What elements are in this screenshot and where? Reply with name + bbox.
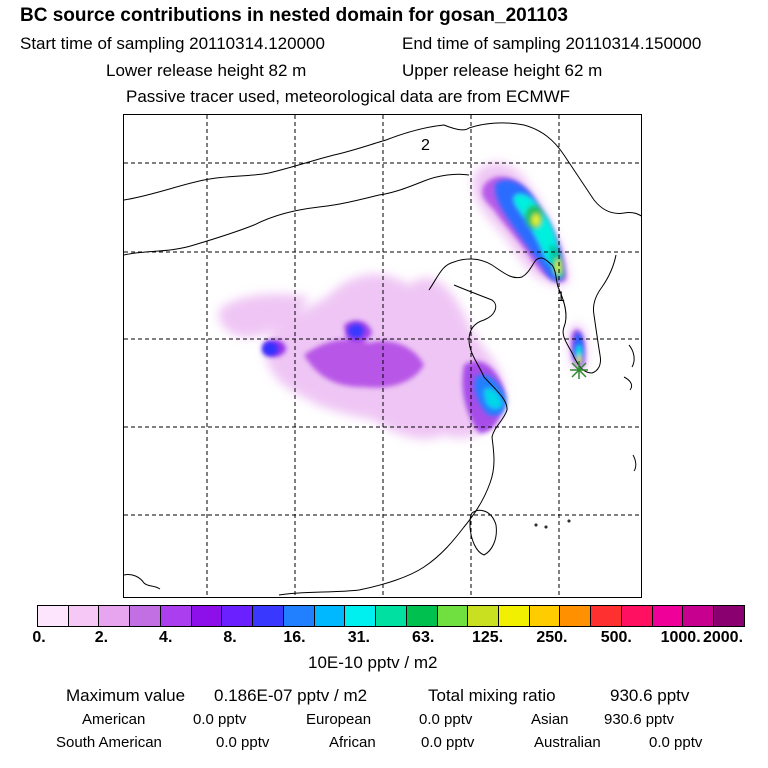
region-american-value: 0.0 pptv xyxy=(193,711,247,728)
coast-korea xyxy=(557,254,617,374)
region-australian-label: Australian xyxy=(534,734,601,751)
coast-northeast xyxy=(468,122,641,217)
lower-release-height: Lower release height 82 m xyxy=(106,61,307,80)
colorbar xyxy=(37,605,745,627)
region-african-label: African xyxy=(329,734,376,751)
coast-taiwan xyxy=(469,509,497,556)
colorbar-segment xyxy=(68,606,100,626)
colorbar-segment xyxy=(191,606,223,626)
region-american-label: American xyxy=(82,711,146,728)
plume-low-northwest xyxy=(218,293,309,338)
colorbar-segment xyxy=(406,606,438,626)
colorbar-segment xyxy=(130,606,161,626)
max-value: 0.186E-07 pptv / m2 xyxy=(214,686,368,705)
colorbar-segment xyxy=(253,606,284,626)
island-2 xyxy=(544,525,548,529)
core-ne-cyan xyxy=(513,194,560,267)
region-african-value: 0.0 pptv xyxy=(421,734,475,751)
core-ne-south-yellow xyxy=(555,259,561,275)
region-asian-value: 930.6 pptv xyxy=(604,711,675,728)
map-canvas: 2 1 xyxy=(124,115,641,597)
region-asian-label: Asian xyxy=(531,711,569,728)
region-southamerican-value: 0.0 pptv xyxy=(216,734,270,751)
colorbar-segment xyxy=(468,606,500,626)
graticule xyxy=(124,115,641,597)
coast-east xyxy=(278,376,508,596)
colorbar-tick-label: 16. xyxy=(283,629,306,646)
island-3 xyxy=(567,519,571,523)
region-southamerican-label: South American xyxy=(56,734,162,751)
start-time-label: Start time of sampling 20110314.120000 xyxy=(20,34,325,53)
colorbar-segment xyxy=(38,606,69,626)
coast-bohai xyxy=(453,257,559,288)
coast-japan xyxy=(623,344,637,472)
colorbar-tick-label: 2000. xyxy=(702,629,744,646)
coast-shandong xyxy=(453,284,497,378)
colorbar-tick-label: 500. xyxy=(600,629,632,646)
colorbar-segment xyxy=(714,606,744,626)
core-mid-spot xyxy=(348,324,364,338)
core-ne-yellow xyxy=(532,214,540,226)
region-australian-value: 0.0 pptv xyxy=(649,734,703,751)
region-european-label: European xyxy=(306,711,372,728)
core-west-spot xyxy=(262,342,278,356)
island-1 xyxy=(534,523,538,527)
islands xyxy=(534,519,571,529)
coast-hainan xyxy=(124,574,161,590)
colorbar-segment xyxy=(283,606,315,626)
colorbar-tick-label: 8. xyxy=(223,629,237,646)
colorbar-segment xyxy=(652,606,684,626)
colorbar-unit: 10E-10 pptv / m2 xyxy=(308,653,438,672)
colorbar-segment xyxy=(683,606,715,626)
colorbar-tick-label: 250. xyxy=(536,629,568,646)
colorbar-segment xyxy=(560,606,592,626)
colorbar-segment xyxy=(160,606,192,626)
colorbar-segment xyxy=(591,606,622,626)
colorbar-tick-label: 2. xyxy=(94,629,109,646)
coast-mainland xyxy=(124,124,470,201)
colorbar-tick-label: 125. xyxy=(471,629,504,646)
total-mixing-label: Total mixing ratio xyxy=(428,686,556,705)
coast-border-1 xyxy=(124,173,470,256)
core-receptor-yellow xyxy=(576,355,582,365)
upper-release-height: Upper release height 62 m xyxy=(402,61,603,80)
colorbar-tick-label: 31. xyxy=(347,629,370,646)
colorbar-segment xyxy=(222,606,254,626)
colorbar-segment xyxy=(437,606,469,626)
region-european-value: 0.0 pptv xyxy=(419,711,473,728)
colorbar-tick-label: 0. xyxy=(32,629,46,646)
end-time-label: End time of sampling 20110314.150000 xyxy=(402,34,702,53)
max-value-label: Maximum value xyxy=(66,686,186,705)
colorbar-segment xyxy=(376,606,407,626)
colorbar-segment xyxy=(99,606,131,626)
colorbar-tick-label: 63. xyxy=(412,629,435,646)
plot-title: BC source contributions in nested domain… xyxy=(20,5,568,26)
core-coast-cyan xyxy=(484,388,502,409)
receptor-marker xyxy=(570,361,588,379)
colorbar-tick-label: 4. xyxy=(159,629,173,646)
colorbar-segment xyxy=(621,606,653,626)
colorbar-segment xyxy=(345,606,377,626)
colorbar-segment xyxy=(529,606,561,626)
total-mixing-value: 930.6 pptv xyxy=(610,686,690,705)
colorbar-segment xyxy=(314,606,346,626)
tracer-note: Passive tracer used, meteorological data… xyxy=(126,87,571,106)
coast-border-2 xyxy=(428,261,455,291)
map-panel: 2 1 xyxy=(123,114,642,598)
contour-label-2: 2 xyxy=(421,137,430,154)
colorbar-tick-label: 1000. xyxy=(660,629,701,646)
contour-label-1: 1 xyxy=(557,288,565,304)
plume-mid-west xyxy=(304,339,424,388)
colorbar-segment xyxy=(499,606,530,626)
